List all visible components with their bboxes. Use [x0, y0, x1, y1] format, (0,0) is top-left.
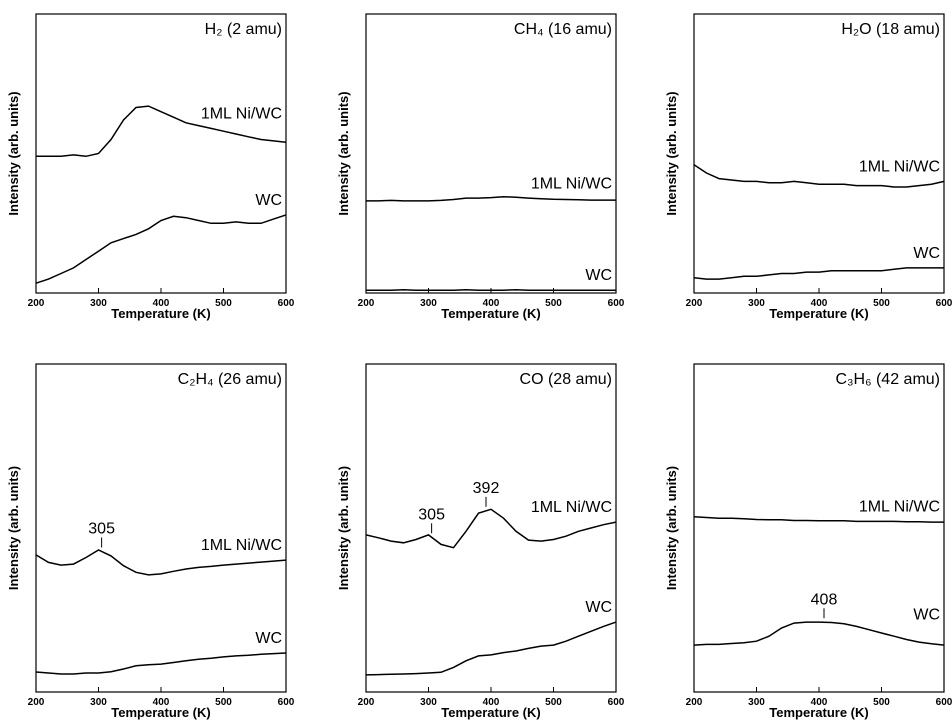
panel: CH₄ (16 amu) 200 300 400 500 600 Temperature (… [336, 13, 625, 321]
x-tick-label: 300 [90, 697, 107, 708]
x-tick-label: 500 [873, 298, 890, 309]
series-label: WC [585, 267, 612, 284]
x-axis-label: Temperature (K) [769, 306, 868, 321]
plot-frame [693, 13, 945, 294]
x-tick-label: 600 [936, 298, 952, 309]
x-axis-label: Temperature (K) [441, 705, 540, 720]
series-line [693, 621, 945, 646]
x-tick-label: 400 [811, 697, 828, 708]
x-tick-label: 500 [215, 697, 232, 708]
panel: C₂H₄ (26 amu) 200 300 400 500 600 Temperature … [6, 363, 295, 720]
peak-label: 408 [811, 591, 838, 608]
peak-label: 392 [473, 480, 500, 497]
x-tick-label: 500 [545, 298, 562, 309]
series-line [365, 621, 617, 676]
series-line [35, 549, 287, 576]
series-label: 1ML Ni/WC [531, 499, 612, 516]
peak-label: 305 [88, 520, 115, 537]
x-axis-label: Temperature (K) [111, 306, 210, 321]
series-label: WC [255, 630, 282, 647]
plot-frame [35, 363, 287, 693]
series-label: 1ML Ni/WC [201, 537, 282, 554]
series-label: 1ML Ni/WC [531, 176, 612, 193]
x-tick-label: 400 [483, 298, 500, 309]
plot-frame [365, 363, 617, 693]
series-line [36, 105, 287, 158]
y-axis-label: Intensity (arb. units) [6, 91, 21, 215]
panel: H₂ (2 amu) 200 300 400 500 600 Temperature (K)… [6, 13, 295, 321]
panel-title: C₃H₆ (42 amu) [835, 371, 940, 388]
series-label: WC [585, 599, 612, 616]
x-axis-label: Temperature (K) [441, 306, 540, 321]
panel-title: H₂ (2 amu) [205, 21, 282, 38]
x-tick-label: 300 [420, 298, 437, 309]
series-line [365, 508, 617, 549]
panel-title: H₂O (18 amu) [841, 21, 940, 38]
series-line [366, 288, 616, 291]
x-tick-label: 400 [483, 697, 500, 708]
x-tick-label: 200 [358, 298, 375, 309]
series-label: WC [913, 245, 940, 262]
series-line [693, 516, 944, 523]
y-axis-label: Intensity (arb. units) [664, 466, 679, 590]
x-tick-label: 200 [28, 298, 45, 309]
y-axis-label: Intensity (arb. units) [6, 466, 21, 590]
series-label: 1ML Ni/WC [201, 105, 282, 122]
x-tick-label: 300 [420, 697, 437, 708]
series-line [35, 652, 287, 675]
y-axis-label: Intensity (arb. units) [664, 91, 679, 215]
panel: CO (28 amu) 200 300 400 500 600 Temperature (K… [336, 363, 625, 720]
panel-title: CO (28 amu) [520, 371, 612, 388]
peak-label: 305 [418, 506, 445, 523]
plot-frame [35, 13, 287, 294]
series-label: 1ML Ni/WC [859, 498, 940, 515]
series-line [35, 214, 287, 284]
plot-frame [365, 13, 617, 294]
y-axis-label: Intensity (arb. units) [336, 466, 351, 590]
series-line [366, 195, 616, 202]
x-axis-label: Temperature (K) [111, 705, 210, 720]
series-line [693, 267, 944, 280]
x-tick-label: 500 [545, 697, 562, 708]
x-tick-label: 300 [748, 697, 765, 708]
x-tick-label: 600 [278, 298, 295, 309]
x-tick-label: 600 [278, 697, 295, 708]
x-tick-label: 200 [358, 697, 375, 708]
x-tick-label: 600 [936, 697, 952, 708]
x-tick-label: 300 [748, 298, 765, 309]
x-tick-label: 400 [153, 298, 170, 309]
panel: C₃H₆ (42 amu) 200 300 400 500 600 Temperature … [664, 363, 952, 720]
x-tick-label: 400 [153, 697, 170, 708]
panel-title: C₂H₄ (26 amu) [178, 371, 282, 388]
x-tick-label: 400 [811, 298, 828, 309]
x-tick-label: 200 [686, 697, 703, 708]
y-axis-label: Intensity (arb. units) [336, 91, 351, 215]
series-line [693, 164, 945, 188]
x-tick-label: 200 [28, 697, 45, 708]
x-tick-label: 600 [608, 298, 625, 309]
x-tick-label: 300 [90, 298, 107, 309]
panel-title: CH₄ (16 amu) [514, 21, 612, 38]
x-tick-label: 600 [608, 697, 625, 708]
x-tick-label: 200 [686, 298, 703, 309]
series-label: WC [255, 192, 282, 209]
panel: H₂O (18 amu) 200 300 400 500 600 Temperature (… [664, 13, 952, 321]
series-label: 1ML Ni/WC [859, 158, 940, 175]
x-tick-label: 500 [873, 697, 890, 708]
series-label: WC [913, 607, 940, 624]
x-axis-label: Temperature (K) [769, 705, 868, 720]
x-tick-label: 500 [215, 298, 232, 309]
